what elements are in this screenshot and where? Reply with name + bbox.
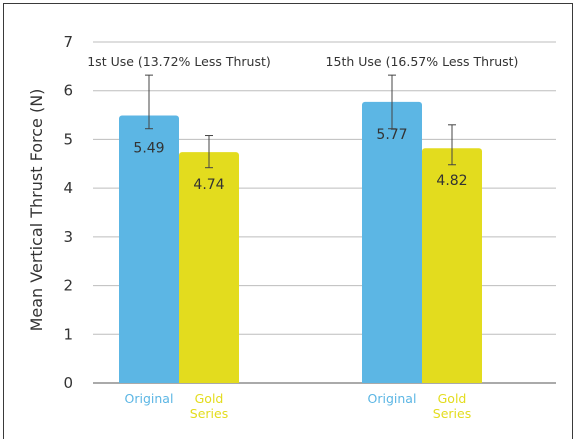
data-label: 5.49 xyxy=(133,141,164,157)
y-tick-label: 1 xyxy=(63,325,73,343)
category-label: Original xyxy=(368,391,417,406)
group-annotations: 1st Use (13.72% Less Thrust) 15th Use (16… xyxy=(87,54,518,69)
y-tick-label: 5 xyxy=(63,130,73,148)
bar-body xyxy=(422,154,482,383)
bar-body xyxy=(179,158,239,383)
category-label: Gold Series xyxy=(433,391,471,421)
group-annotation: 1st Use (13.72% Less Thrust) xyxy=(87,54,271,69)
bar-body xyxy=(362,107,422,383)
y-tick-label: 4 xyxy=(63,179,73,197)
y-tick-label: 3 xyxy=(63,228,73,246)
y-axis-label: Mean Vertical Thrust Force (N) xyxy=(27,89,46,332)
category-label: Gold Series xyxy=(190,391,228,421)
bars: 5.49 4.74 5.77 4.82 xyxy=(119,101,482,384)
bar-body xyxy=(119,121,179,384)
y-tick-label: 6 xyxy=(63,82,73,100)
category-label-line: Series xyxy=(433,406,471,421)
category-label: Original xyxy=(125,391,174,406)
y-tick-label: 0 xyxy=(63,374,73,392)
category-label-line: Gold xyxy=(438,391,467,406)
data-label: 4.82 xyxy=(436,173,467,189)
category-label-line: Gold xyxy=(195,391,224,406)
group-annotation: 15th Use (16.57% Less Thrust) xyxy=(326,54,519,69)
y-tick-label: 7 xyxy=(63,33,73,51)
data-label: 5.77 xyxy=(376,127,407,143)
category-label-line: Series xyxy=(190,406,228,421)
error-bars xyxy=(145,74,456,169)
y-tick-labels: 0 1 2 3 4 5 6 7 xyxy=(63,33,73,392)
data-label: 4.74 xyxy=(193,177,224,193)
y-tick-label: 2 xyxy=(63,277,73,295)
